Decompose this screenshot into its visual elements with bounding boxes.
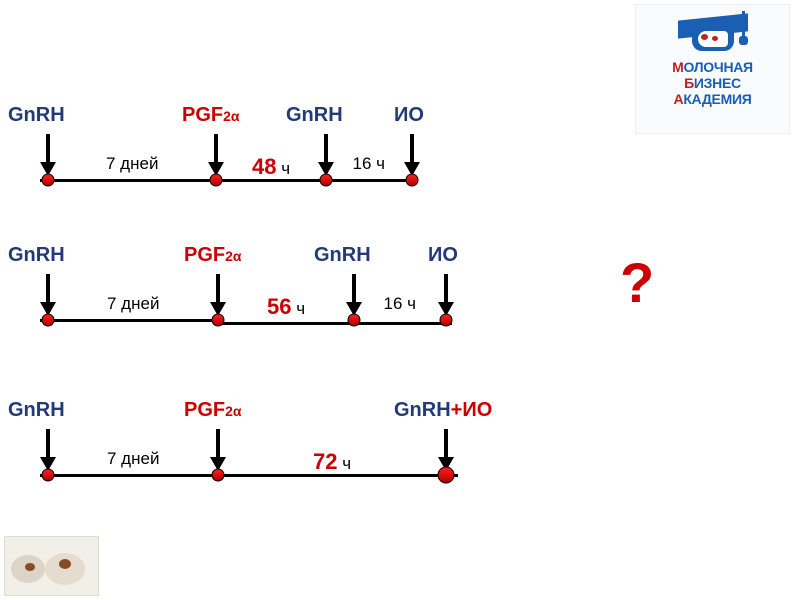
event-label: GnRH [8, 244, 65, 267]
timeline-node-icon [42, 174, 55, 187]
timeline-node-icon [320, 174, 333, 187]
timeline-line [40, 179, 418, 182]
event-label: ИО [394, 104, 424, 127]
timeline-node-icon [212, 314, 225, 327]
timeline-node-icon [440, 314, 453, 327]
logo-line1-first: М [672, 59, 683, 75]
event-label: PGF2α [184, 399, 242, 422]
timeline-line [40, 319, 218, 322]
timeline-node-icon [406, 174, 419, 187]
event-label: GnRH [314, 244, 371, 267]
interval-label: 16 ч [384, 294, 417, 314]
event-label: GnRH [286, 104, 343, 127]
timeline-line [40, 474, 458, 477]
interval-label: 7 дней [106, 154, 158, 174]
logo-text: МОЛОЧНАЯ БИЗНЕС АКАДЕМИЯ [640, 59, 785, 107]
event-label: PGF2α [182, 104, 240, 127]
timeline-node-icon [42, 469, 55, 482]
logo-line3-first: А [674, 91, 684, 107]
timeline-node-icon [210, 174, 223, 187]
logo-line2-first: Б [684, 75, 694, 91]
logo-line3-rest: КАДЕМИЯ [683, 91, 751, 107]
timeline-node-icon [348, 314, 361, 327]
interval-label: 48 ч [252, 154, 290, 180]
timeline-node-icon [42, 314, 55, 327]
event-label: PGF2α [184, 244, 242, 267]
logo-box: МОЛОЧНАЯ БИЗНЕС АКАДЕМИЯ [635, 4, 790, 134]
interval-label: 56 ч [267, 294, 305, 320]
logo-cap-icon [678, 11, 748, 55]
interval-label: 7 дней [107, 449, 159, 469]
question-mark: ? [620, 250, 654, 315]
timeline-line [218, 322, 452, 325]
timeline-node-icon [212, 469, 225, 482]
event-label: GnRH+ИО [394, 399, 492, 422]
interval-label: 16 ч [353, 154, 386, 174]
corner-image-icon [4, 536, 99, 596]
diagram-canvas: МОЛОЧНАЯ БИЗНЕС АКАДЕМИЯ ? GnRH PGF2α GnRH… [0, 0, 800, 600]
event-label: GnRH [8, 399, 65, 422]
logo-line2-rest: ИЗНЕС [694, 75, 741, 91]
logo-line1-rest: ОЛОЧНАЯ [684, 59, 753, 75]
timeline-node-icon [438, 467, 455, 484]
interval-label: 72 ч [313, 449, 351, 475]
event-label: ИО [428, 244, 458, 267]
event-label: GnRH [8, 104, 65, 127]
interval-label: 7 дней [107, 294, 159, 314]
